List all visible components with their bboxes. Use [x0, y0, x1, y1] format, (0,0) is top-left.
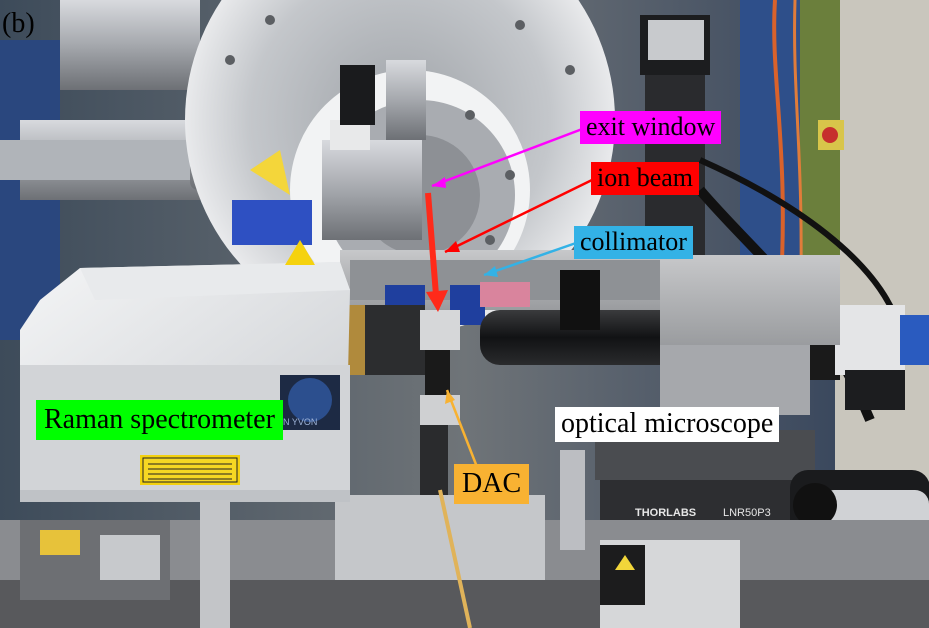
ion-beam-pointer [444, 178, 593, 254]
ion-beam-direction-arrow [425, 192, 439, 296]
exit-window-label: exit window [580, 111, 722, 144]
collimator-pointer [483, 241, 577, 277]
ion-beam-label: ion beam [591, 162, 700, 195]
panel-label: (b) [2, 8, 35, 39]
raman-spectrometer-label: Raman spectrometer [36, 400, 283, 440]
collimator-label: collimator [574, 226, 693, 259]
exit-window-pointer [431, 126, 586, 188]
dac-label: DAC [454, 464, 530, 504]
dac-pointer [445, 389, 479, 468]
stage-model-text: LNR50P3 [723, 507, 771, 519]
optical-microscope-label: optical microscope [555, 407, 780, 442]
raman-badge-text: N YVON [283, 417, 317, 427]
stage-brand-text: THORLABS [635, 507, 696, 519]
